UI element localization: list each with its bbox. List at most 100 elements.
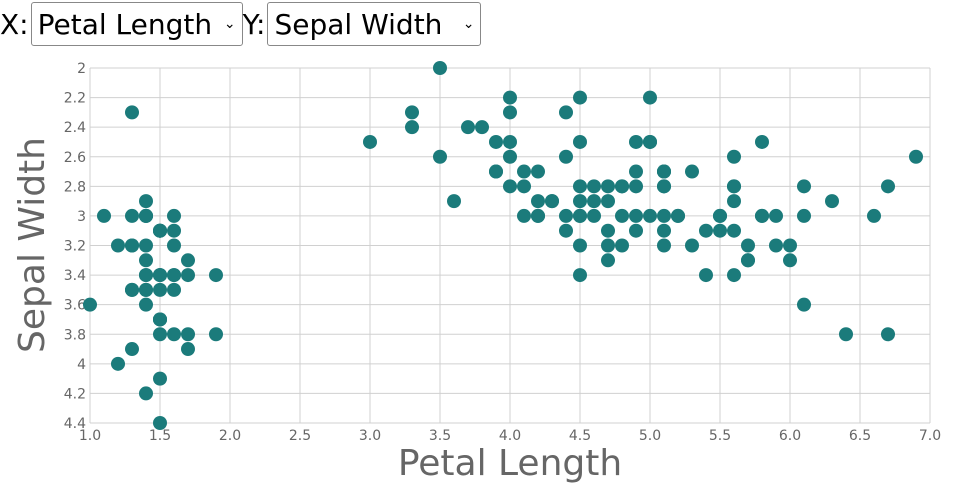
data-point[interactable] [153,416,167,430]
data-point[interactable] [181,268,195,283]
data-point[interactable] [447,194,461,209]
data-point[interactable] [713,208,727,223]
data-point[interactable] [125,105,139,120]
data-point[interactable] [181,327,195,342]
data-point[interactable] [727,179,741,194]
data-point[interactable] [503,134,517,149]
data-point[interactable] [153,282,167,297]
data-point[interactable] [167,223,181,238]
data-point[interactable] [741,238,755,253]
data-point[interactable] [797,297,811,312]
data-point[interactable] [587,179,601,194]
data-point[interactable] [489,164,503,179]
data-point[interactable] [769,238,783,253]
data-point[interactable] [167,327,181,342]
data-point[interactable] [699,268,713,283]
data-point[interactable] [685,164,699,179]
data-point[interactable] [111,356,125,371]
data-point[interactable] [727,223,741,238]
data-point[interactable] [125,208,139,223]
data-point[interactable] [783,253,797,268]
data-point[interactable] [83,297,97,312]
x-axis-select[interactable]: Petal Length ⌄ [30,2,243,46]
data-point[interactable] [601,223,615,238]
data-point[interactable] [629,223,643,238]
data-point[interactable] [167,208,181,223]
data-point[interactable] [671,208,685,223]
data-point[interactable] [503,149,517,164]
data-point[interactable] [601,179,615,194]
data-point[interactable] [643,90,657,105]
data-point[interactable] [559,208,573,223]
data-point[interactable] [573,208,587,223]
data-point[interactable] [433,61,447,75]
data-point[interactable] [573,268,587,283]
data-point[interactable] [405,120,419,135]
data-point[interactable] [181,253,195,268]
data-point[interactable] [587,194,601,209]
data-point[interactable] [629,134,643,149]
data-point[interactable] [713,223,727,238]
data-point[interactable] [741,253,755,268]
data-point[interactable] [461,120,475,135]
data-point[interactable] [699,223,713,238]
data-point[interactable] [559,105,573,120]
data-point[interactable] [909,149,923,164]
data-point[interactable] [601,194,615,209]
data-point[interactable] [531,194,545,209]
data-point[interactable] [531,208,545,223]
data-point[interactable] [657,223,671,238]
data-point[interactable] [587,208,601,223]
data-point[interactable] [209,327,223,342]
data-point[interactable] [139,253,153,268]
data-point[interactable] [629,179,643,194]
data-point[interactable] [517,208,531,223]
data-point[interactable] [573,194,587,209]
data-point[interactable] [139,268,153,283]
data-point[interactable] [125,282,139,297]
data-point[interactable] [363,134,377,149]
data-point[interactable] [125,238,139,253]
data-point[interactable] [167,268,181,283]
data-point[interactable] [755,208,769,223]
data-point[interactable] [167,282,181,297]
data-point[interactable] [685,238,699,253]
data-point[interactable] [405,105,419,120]
data-point[interactable] [783,238,797,253]
data-point[interactable] [601,238,615,253]
data-point[interactable] [545,194,559,209]
data-point[interactable] [139,194,153,209]
data-point[interactable] [643,134,657,149]
data-point[interactable] [629,164,643,179]
data-point[interactable] [139,386,153,401]
data-point[interactable] [657,164,671,179]
data-point[interactable] [797,208,811,223]
data-point[interactable] [601,253,615,268]
data-point[interactable] [181,342,195,357]
data-point[interactable] [209,268,223,283]
data-point[interactable] [615,238,629,253]
data-point[interactable] [573,134,587,149]
data-point[interactable] [657,238,671,253]
data-point[interactable] [881,327,895,342]
data-point[interactable] [727,268,741,283]
data-point[interactable] [125,342,139,357]
data-point[interactable] [111,238,125,253]
data-point[interactable] [755,134,769,149]
data-point[interactable] [97,208,111,223]
data-point[interactable] [839,327,853,342]
data-point[interactable] [153,327,167,342]
data-point[interactable] [867,208,881,223]
data-point[interactable] [139,297,153,312]
data-point[interactable] [139,238,153,253]
data-point[interactable] [797,179,811,194]
data-point[interactable] [167,238,181,253]
y-axis-select[interactable]: Sepal Width ⌄ [267,2,482,46]
data-point[interactable] [657,179,671,194]
data-point[interactable] [139,208,153,223]
data-point[interactable] [573,90,587,105]
data-point[interactable] [727,149,741,164]
data-point[interactable] [517,164,531,179]
data-point[interactable] [657,208,671,223]
data-point[interactable] [615,208,629,223]
